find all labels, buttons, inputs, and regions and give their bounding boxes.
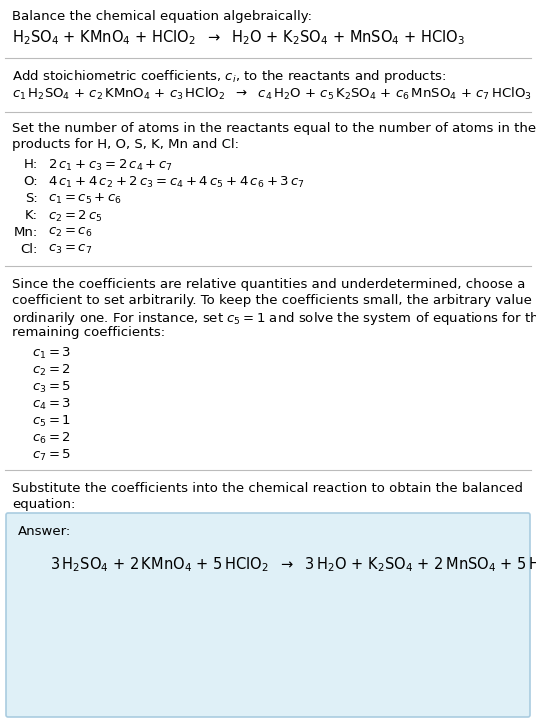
Text: Set the number of atoms in the reactants equal to the number of atoms in the: Set the number of atoms in the reactants…	[12, 122, 536, 135]
Text: $c_4 = 3$: $c_4 = 3$	[32, 397, 71, 412]
Text: Mn:: Mn:	[14, 226, 38, 239]
Text: $c_1\,\mathdefault{H_2SO_4}$ + $c_2\,\mathdefault{KMnO_4}$ + $c_3\,\mathdefault{: $c_1\,\mathdefault{H_2SO_4}$ + $c_2\,\ma…	[12, 86, 532, 102]
Text: $c_1 = c_5 + c_6$: $c_1 = c_5 + c_6$	[48, 192, 122, 206]
Text: Answer:: Answer:	[18, 525, 71, 538]
Text: $\mathdefault{H_2SO_4}$ + $\mathdefault{KMnO_4}$ + $\mathdefault{HClO_2}$  $\rig: $\mathdefault{H_2SO_4}$ + $\mathdefault{…	[12, 28, 465, 47]
Text: $c_2 = 2\,c_5$: $c_2 = 2\,c_5$	[48, 209, 103, 224]
Text: $4\,c_1 + 4\,c_2 + 2\,c_3 = c_4 + 4\,c_5 + 4\,c_6 + 3\,c_7$: $4\,c_1 + 4\,c_2 + 2\,c_3 = c_4 + 4\,c_5…	[48, 175, 304, 190]
Text: equation:: equation:	[12, 498, 76, 511]
Text: Since the coefficients are relative quantities and underdetermined, choose a: Since the coefficients are relative quan…	[12, 278, 525, 291]
Text: $c_7 = 5$: $c_7 = 5$	[32, 448, 71, 463]
Text: $c_6 = 2$: $c_6 = 2$	[32, 431, 71, 446]
FancyBboxPatch shape	[6, 513, 530, 717]
Text: $3\,\mathdefault{H_2SO_4}$ + $2\,\mathdefault{KMnO_4}$ + $5\,\mathdefault{HClO_2: $3\,\mathdefault{H_2SO_4}$ + $2\,\mathde…	[50, 555, 536, 574]
Text: remaining coefficients:: remaining coefficients:	[12, 326, 165, 339]
Text: $c_2 = c_6$: $c_2 = c_6$	[48, 226, 92, 239]
Text: $2\,c_1 + c_3 = 2\,c_4 + c_7$: $2\,c_1 + c_3 = 2\,c_4 + c_7$	[48, 158, 173, 173]
Text: Cl:: Cl:	[20, 243, 38, 256]
Text: $c_3 = c_7$: $c_3 = c_7$	[48, 243, 92, 256]
Text: K:: K:	[25, 209, 38, 222]
Text: H:: H:	[24, 158, 38, 171]
Text: Add stoichiometric coefficients, $c_i$, to the reactants and products:: Add stoichiometric coefficients, $c_i$, …	[12, 68, 446, 85]
Text: O:: O:	[24, 175, 38, 188]
Text: $c_5 = 1$: $c_5 = 1$	[32, 414, 71, 429]
Text: Balance the chemical equation algebraically:: Balance the chemical equation algebraica…	[12, 10, 312, 23]
Text: products for H, O, S, K, Mn and Cl:: products for H, O, S, K, Mn and Cl:	[12, 138, 239, 151]
Text: $c_2 = 2$: $c_2 = 2$	[32, 363, 71, 378]
Text: ordinarily one. For instance, set $c_5 = 1$ and solve the system of equations fo: ordinarily one. For instance, set $c_5 =…	[12, 310, 536, 327]
Text: S:: S:	[25, 192, 38, 205]
Text: $c_1 = 3$: $c_1 = 3$	[32, 346, 71, 361]
Text: coefficient to set arbitrarily. To keep the coefficients small, the arbitrary va: coefficient to set arbitrarily. To keep …	[12, 294, 536, 307]
Text: Substitute the coefficients into the chemical reaction to obtain the balanced: Substitute the coefficients into the che…	[12, 482, 523, 495]
Text: $c_3 = 5$: $c_3 = 5$	[32, 380, 71, 395]
